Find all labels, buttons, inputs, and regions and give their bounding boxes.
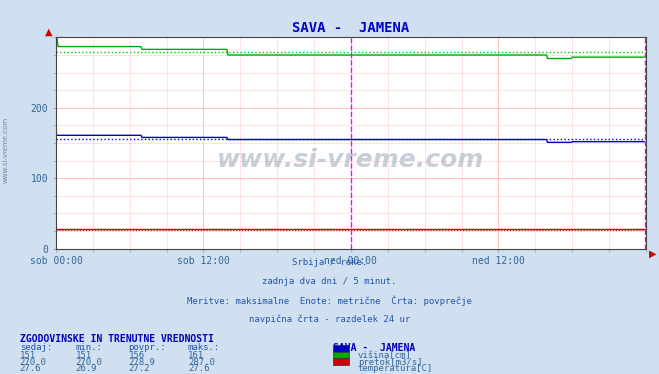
Text: ▲: ▲ bbox=[45, 27, 53, 37]
Text: povpr.:: povpr.: bbox=[129, 343, 166, 352]
Text: navpična črta - razdelek 24 ur: navpična črta - razdelek 24 ur bbox=[249, 314, 410, 324]
Text: 278.9: 278.9 bbox=[129, 358, 156, 367]
Text: sedaj:: sedaj: bbox=[20, 343, 52, 352]
Text: pretok[m3/s]: pretok[m3/s] bbox=[358, 358, 422, 367]
Text: Srbija / reke.: Srbija / reke. bbox=[292, 258, 367, 267]
Text: višina[cm]: višina[cm] bbox=[358, 351, 412, 360]
Text: 287.0: 287.0 bbox=[188, 358, 215, 367]
Text: SAVA -  JAMENA: SAVA - JAMENA bbox=[333, 343, 415, 353]
Text: 270.0: 270.0 bbox=[76, 358, 103, 367]
Text: 26.9: 26.9 bbox=[76, 364, 98, 373]
Text: www.si-vreme.com: www.si-vreme.com bbox=[217, 148, 484, 172]
Text: 27.6: 27.6 bbox=[188, 364, 210, 373]
Text: Meritve: maksimalne  Enote: metrične  Črta: povprečje: Meritve: maksimalne Enote: metrične Črta… bbox=[187, 295, 472, 306]
Text: 27.2: 27.2 bbox=[129, 364, 150, 373]
Text: ZGODOVINSKE IN TRENUTNE VREDNOSTI: ZGODOVINSKE IN TRENUTNE VREDNOSTI bbox=[20, 334, 214, 344]
Text: maks.:: maks.: bbox=[188, 343, 220, 352]
Text: 151: 151 bbox=[76, 351, 92, 360]
Text: 270.0: 270.0 bbox=[20, 358, 47, 367]
Text: 27.6: 27.6 bbox=[20, 364, 42, 373]
Text: temperatura[C]: temperatura[C] bbox=[358, 364, 433, 373]
Title: SAVA -  JAMENA: SAVA - JAMENA bbox=[293, 21, 409, 35]
Text: www.si-vreme.com: www.si-vreme.com bbox=[2, 117, 9, 183]
Text: zadnja dva dni / 5 minut.: zadnja dva dni / 5 minut. bbox=[262, 277, 397, 286]
Text: 156: 156 bbox=[129, 351, 144, 360]
Text: ▶: ▶ bbox=[648, 249, 656, 259]
Text: 151: 151 bbox=[20, 351, 36, 360]
Text: min.:: min.: bbox=[76, 343, 103, 352]
Text: 161: 161 bbox=[188, 351, 204, 360]
